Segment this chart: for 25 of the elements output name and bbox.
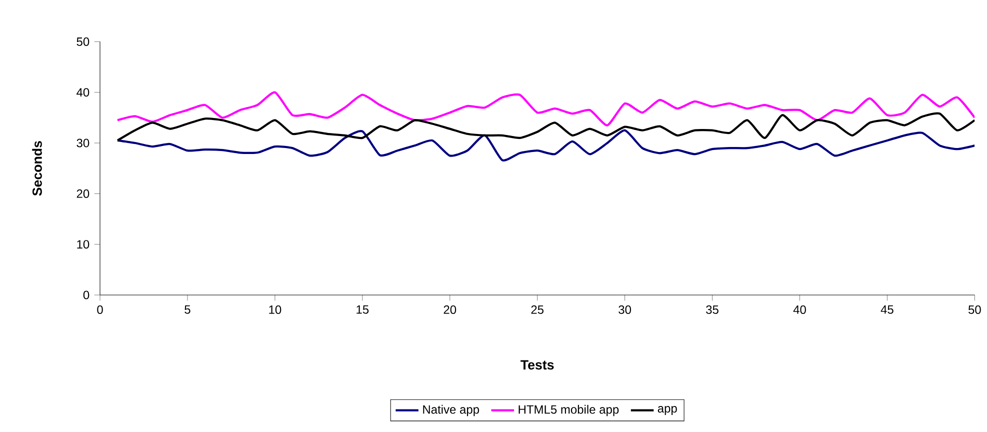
x-tick-label: 50 <box>968 305 981 314</box>
legend-label: HTML5 mobile app <box>518 404 619 416</box>
line-series <box>116 91 975 126</box>
y-axis-title: Seconds <box>32 141 42 196</box>
y-tick-label: 50 <box>76 37 90 46</box>
x-tick-label: 25 <box>531 305 544 314</box>
legend-label: app <box>658 406 677 415</box>
x-tick-label: 35 <box>706 305 718 314</box>
x-tick-label: 45 <box>880 305 894 314</box>
y-tick-label: 30 <box>76 138 90 148</box>
y-tick-label: 20 <box>76 189 90 198</box>
x-axis-title: Tests <box>520 360 554 370</box>
x-tick-label: 5 <box>184 305 190 314</box>
y-tick-label: 40 <box>76 88 90 97</box>
line-series <box>116 112 975 142</box>
x-tick-label: 0 <box>97 305 103 314</box>
line-series <box>116 129 975 162</box>
y-tick-label: 0 <box>83 290 90 300</box>
y-tick-label: 10 <box>77 240 90 249</box>
x-tick-label: 40 <box>793 305 806 314</box>
legend-label: Native app <box>423 404 480 416</box>
x-tick-label: 20 <box>444 305 456 314</box>
x-tick-label: 30 <box>618 305 632 314</box>
x-tick-label: 10 <box>269 305 282 314</box>
x-tick-label: 15 <box>356 305 369 314</box>
